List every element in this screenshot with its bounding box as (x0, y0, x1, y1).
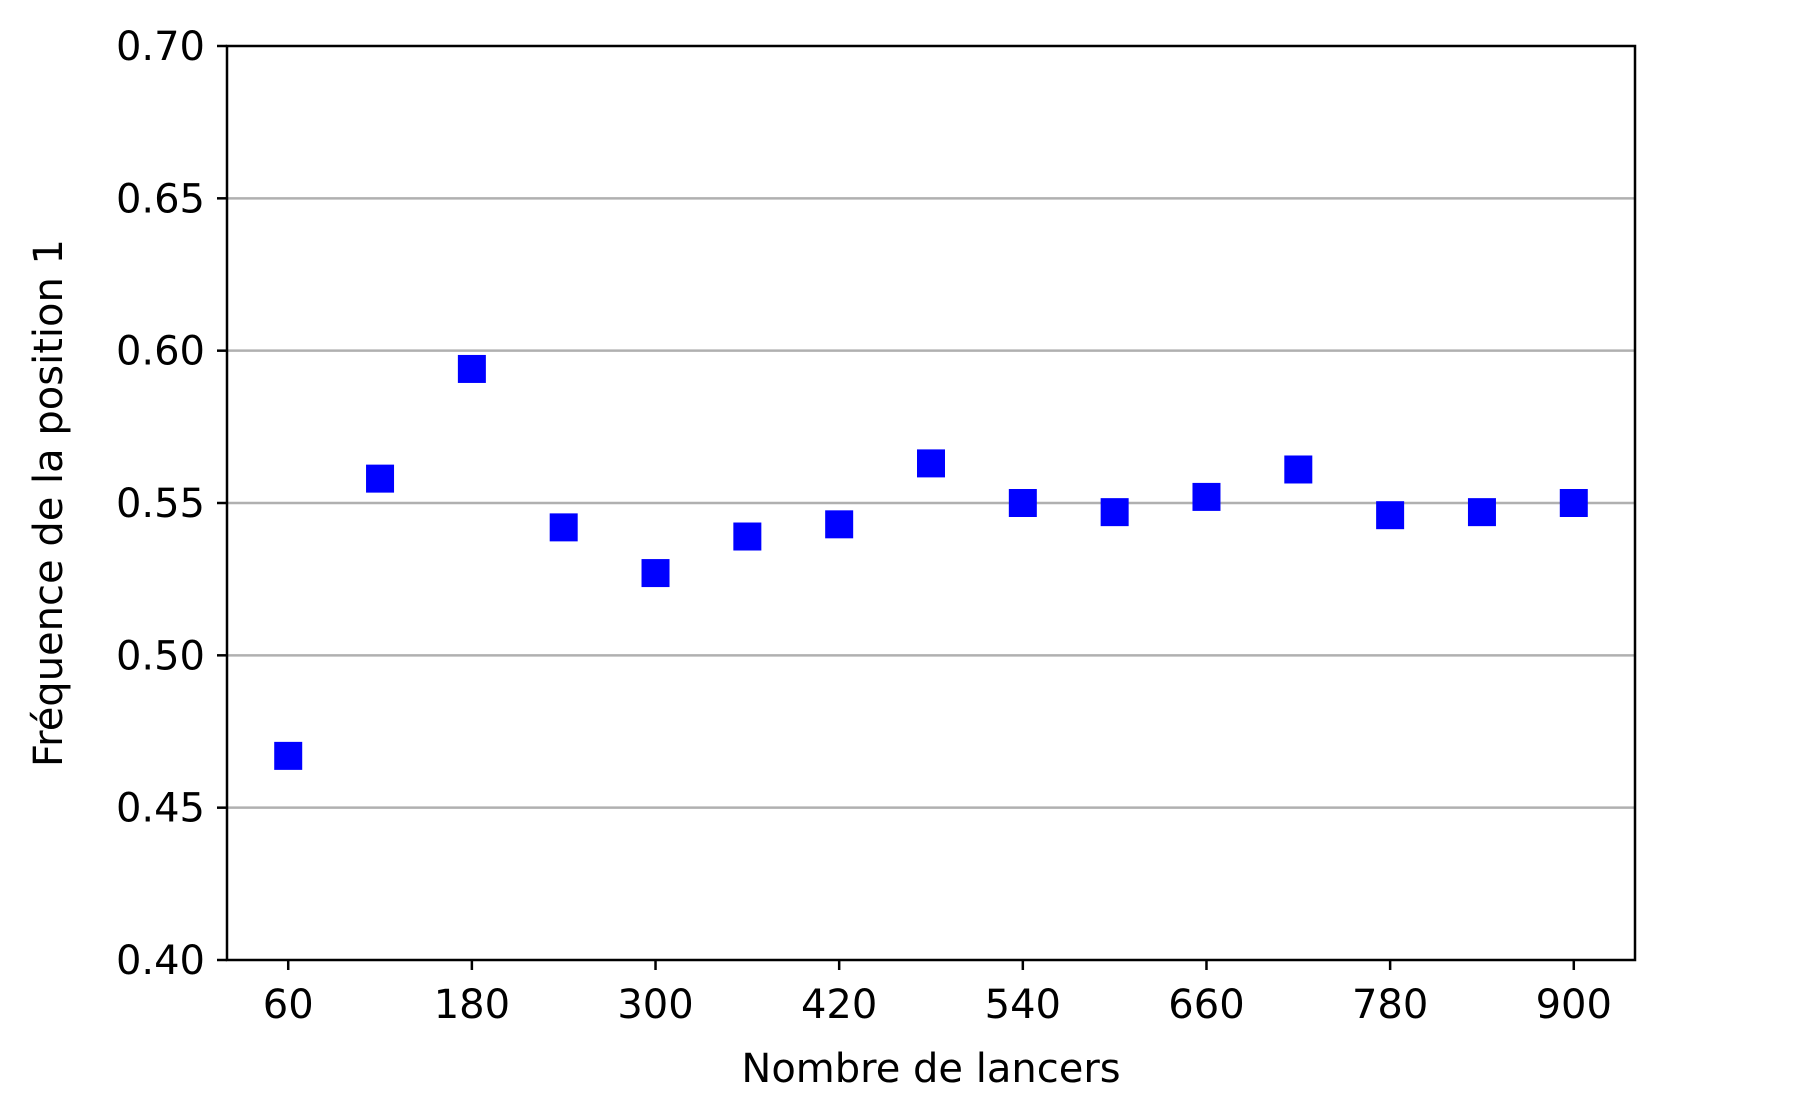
x-tick-label: 780 (1352, 982, 1428, 1028)
y-tick-label: 0.45 (116, 786, 205, 832)
data-point (825, 510, 854, 539)
data-point (1284, 455, 1313, 484)
y-tick-label: 0.50 (116, 633, 205, 679)
data-point (1376, 501, 1405, 530)
x-axis-ticks: 60 180 300 420 540 660 780 900 (263, 960, 1612, 1028)
x-tick-label: 900 (1536, 982, 1612, 1028)
data-point (733, 522, 762, 551)
x-tick-label: 60 (263, 982, 314, 1028)
y-axis-ticks: 0.40 0.45 0.50 0.55 0.60 0.65 0.70 (116, 24, 227, 984)
data-point (1192, 482, 1221, 511)
grid-lines (227, 197, 1635, 809)
data-point (457, 354, 486, 383)
y-tick-label: 0.60 (116, 329, 205, 375)
y-tick-label: 0.65 (116, 176, 205, 222)
data-points (274, 354, 1588, 770)
y-tick-label: 0.40 (116, 938, 205, 984)
x-tick-label: 180 (434, 982, 510, 1028)
y-axis-label: Fréquence de la position 1 (26, 239, 72, 767)
data-point (1467, 498, 1496, 527)
data-point (917, 449, 945, 478)
x-tick-label: 540 (985, 982, 1061, 1028)
data-point (274, 741, 303, 770)
data-point (366, 464, 395, 493)
data-point (549, 513, 578, 542)
x-tick-label: 420 (801, 982, 877, 1028)
x-tick-label: 300 (617, 982, 693, 1028)
x-axis-label: Nombre de lancers (741, 1046, 1120, 1092)
data-point (1559, 489, 1588, 517)
y-tick-label: 0.70 (116, 24, 205, 70)
data-point (1008, 489, 1037, 517)
data-point (641, 559, 670, 588)
data-point (1100, 498, 1129, 527)
x-tick-label: 660 (1168, 982, 1244, 1028)
y-tick-label: 0.55 (116, 481, 205, 527)
